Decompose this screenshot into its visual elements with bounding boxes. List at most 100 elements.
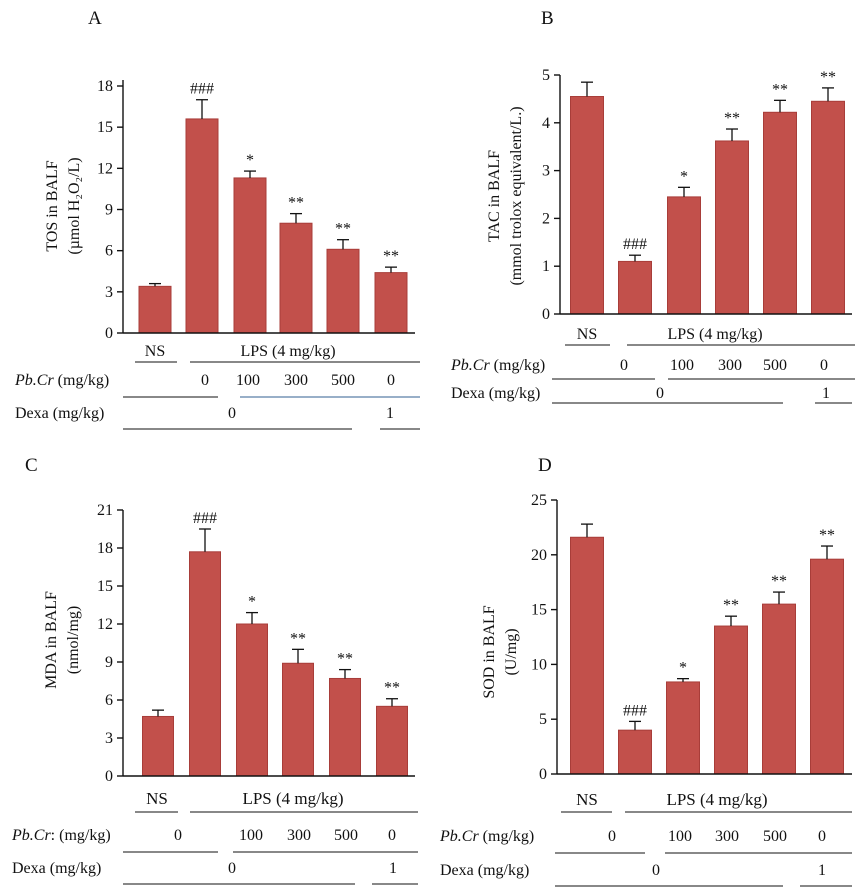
panel-a-sig-2: * <box>246 152 254 169</box>
panel-c-ytick-label-7: 21 <box>97 502 113 519</box>
panel-d-pbcr-300: 300 <box>715 828 739 845</box>
panel-c-ytick-label-1: 3 <box>105 730 113 747</box>
panel-b-ns-label: NS <box>577 326 597 343</box>
panel-c-pbcr-dexa-0: 0 <box>388 827 396 844</box>
panel-b-letter: B <box>541 8 554 29</box>
panel-d-bar-4 <box>762 603 796 775</box>
panel-b-dexa-1: 1 <box>822 385 830 402</box>
panel-d-ytick-label-4: 20 <box>531 547 547 564</box>
panel-b-bar-0 <box>570 96 604 315</box>
panel-a-ytick-label-2: 6 <box>105 243 113 260</box>
panel-b-sig-4: ** <box>772 81 788 98</box>
panel-a-dexa-label: Dexa (mg/kg) <box>15 405 104 422</box>
panel-b-ylabel-1: TAC in BALF <box>486 150 503 242</box>
panel-b-ytick-label-4: 4 <box>542 115 550 132</box>
panel-a-dexa-1: 1 <box>386 405 394 422</box>
panel-a-pbcr-500: 500 <box>331 372 355 389</box>
panel-b-ylabel-2: (mmol trolox equivalent/L.) <box>508 106 525 285</box>
panel-a-ytick-label-0: 0 <box>105 325 113 342</box>
panel-b: B TAC in BALF (mmol trolox equivalent/L.… <box>450 8 855 404</box>
panel-d-sig-1: ### <box>623 702 647 719</box>
panel-b-pbcr-100: 100 <box>670 357 694 374</box>
panel-a-ytick-label-6: 18 <box>97 78 113 95</box>
panel-c-sig-2: * <box>248 594 256 611</box>
panel-d-dexa-0: 0 <box>652 862 660 879</box>
panel-c-ytick-label-0: 0 <box>105 768 113 785</box>
panel-b-ytick-label-3: 3 <box>542 163 550 180</box>
panel-a-pbcr-label: Pb.Cr (mg/kg) <box>14 372 109 389</box>
panel-b-bar-3 <box>715 140 749 315</box>
panel-b-pbcr-500: 500 <box>763 357 787 374</box>
panel-d-pbcr-0: 0 <box>608 828 616 845</box>
panel-c-bars: ###******* <box>142 510 408 777</box>
panel-b-bar-5 <box>811 100 845 315</box>
panel-d-dexa-1: 1 <box>818 862 826 879</box>
panel-d-ytick-label-5: 25 <box>531 492 547 509</box>
panel-d-lps-label: LPS (4 mg/kg) <box>666 790 767 809</box>
panel-b-bar-4 <box>763 111 797 315</box>
panel-a-bar-5 <box>374 272 408 334</box>
panel-d-ylabel-1: SOD in BALF <box>481 605 498 698</box>
panel-a: A TOS in BALF (µmol H₂O₂/L) 0 3 6 9 12 15 18 #… <box>14 8 420 430</box>
panel-d-ylabel-2: (U/mg) <box>503 628 520 675</box>
panel-d-ytick-label-0: 0 <box>539 766 547 783</box>
panel-a-bar-2 <box>233 177 267 334</box>
panel-a-bar-4 <box>326 248 360 334</box>
panel-a-ytick-label-1: 3 <box>105 284 113 301</box>
panel-d-ytick-label-3: 15 <box>531 602 547 619</box>
panel-d-yticks: 0 5 10 15 20 25 <box>531 492 557 783</box>
panel-b-ytick-label-2: 2 <box>542 210 550 227</box>
panel-c-sig-4: ** <box>337 651 353 668</box>
panel-c-dexa-0: 0 <box>228 860 236 877</box>
panel-a-sig-1: ### <box>190 81 214 98</box>
panel-d-sig-5: ** <box>819 527 835 544</box>
panel-d-bars: ###******* <box>570 523 844 775</box>
panel-a-pbcr-100: 100 <box>236 372 260 389</box>
panel-a-lps-label: LPS (4 mg/kg) <box>240 343 335 360</box>
panel-a-sig-4: ** <box>335 221 351 238</box>
panel-a-ytick-label-4: 12 <box>97 160 113 177</box>
panel-b-lps-label: LPS (4 mg/kg) <box>667 326 762 343</box>
panel-c-pbcr-0: 0 <box>174 827 182 844</box>
panel-a-bar-3 <box>279 222 313 334</box>
panel-a-bars: ###******* <box>138 81 408 334</box>
panel-a-ns-label: NS <box>145 343 165 360</box>
panel-c-sig-1: ### <box>193 510 217 527</box>
panel-c-yticks: 0 3 6 9 12 15 18 21 <box>97 502 123 785</box>
panel-d-ytick-label-2: 10 <box>531 656 547 673</box>
panel-c-bar-5 <box>376 705 408 777</box>
panel-d-ns-label: NS <box>576 790 598 809</box>
panel-a-pbcr-dexa-0: 0 <box>387 372 395 389</box>
panel-b-sig-5: ** <box>820 69 836 86</box>
panel-c-bar-0 <box>142 715 174 777</box>
panel-d-pbcr-500: 500 <box>763 828 787 845</box>
panel-c-dexa-label: Dexa (mg/kg) <box>12 860 101 877</box>
panel-a-bar-0 <box>138 285 172 334</box>
panel-d-bar-1 <box>618 729 652 775</box>
panel-c-sig-5: ** <box>384 680 400 697</box>
panel-a-ylabel-1: TOS in BALF <box>44 160 61 251</box>
panel-b-sig-1: ### <box>623 236 647 253</box>
panel-a-ytick-label-3: 9 <box>105 202 113 219</box>
panel-c-sig-3: ** <box>290 630 306 647</box>
panel-c-pbcr-500: 500 <box>334 827 358 844</box>
panel-c-pbcr-100: 100 <box>239 827 263 844</box>
panel-a-letter: A <box>88 8 102 29</box>
panel-d-sig-2: * <box>679 660 687 677</box>
panel-d-bar-3 <box>714 625 748 775</box>
panel-b-pbcr-dexa-0: 0 <box>820 357 828 374</box>
panel-a-pbcr-0: 0 <box>201 372 209 389</box>
panel-c-pbcr-label: Pb.Cr: (mg/kg) <box>11 827 111 844</box>
panel-b-ytick-label-1: 1 <box>542 258 550 275</box>
panel-a-ytick-label-5: 15 <box>97 119 113 136</box>
panel-b-yticks: 0 1 2 3 4 5 <box>542 67 560 323</box>
panel-b-bar-2 <box>667 196 701 315</box>
panel-c-bar-2 <box>236 623 268 777</box>
panel-b-pbcr-label: Pb.Cr (mg/kg) <box>450 357 545 374</box>
panel-c-bar-4 <box>329 677 361 777</box>
panel-c-dexa-1: 1 <box>389 860 397 877</box>
panel-b-ytick-label-5: 5 <box>542 67 550 84</box>
panel-d-pbcr-label: Pb.Cr (mg/kg) <box>439 828 534 845</box>
